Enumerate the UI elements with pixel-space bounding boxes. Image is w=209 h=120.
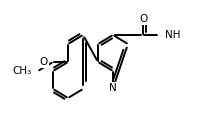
Text: N: N xyxy=(109,83,117,93)
Text: O: O xyxy=(40,57,48,67)
Text: NH: NH xyxy=(165,30,181,40)
Text: CH₃: CH₃ xyxy=(13,66,32,76)
Text: O: O xyxy=(139,14,147,24)
